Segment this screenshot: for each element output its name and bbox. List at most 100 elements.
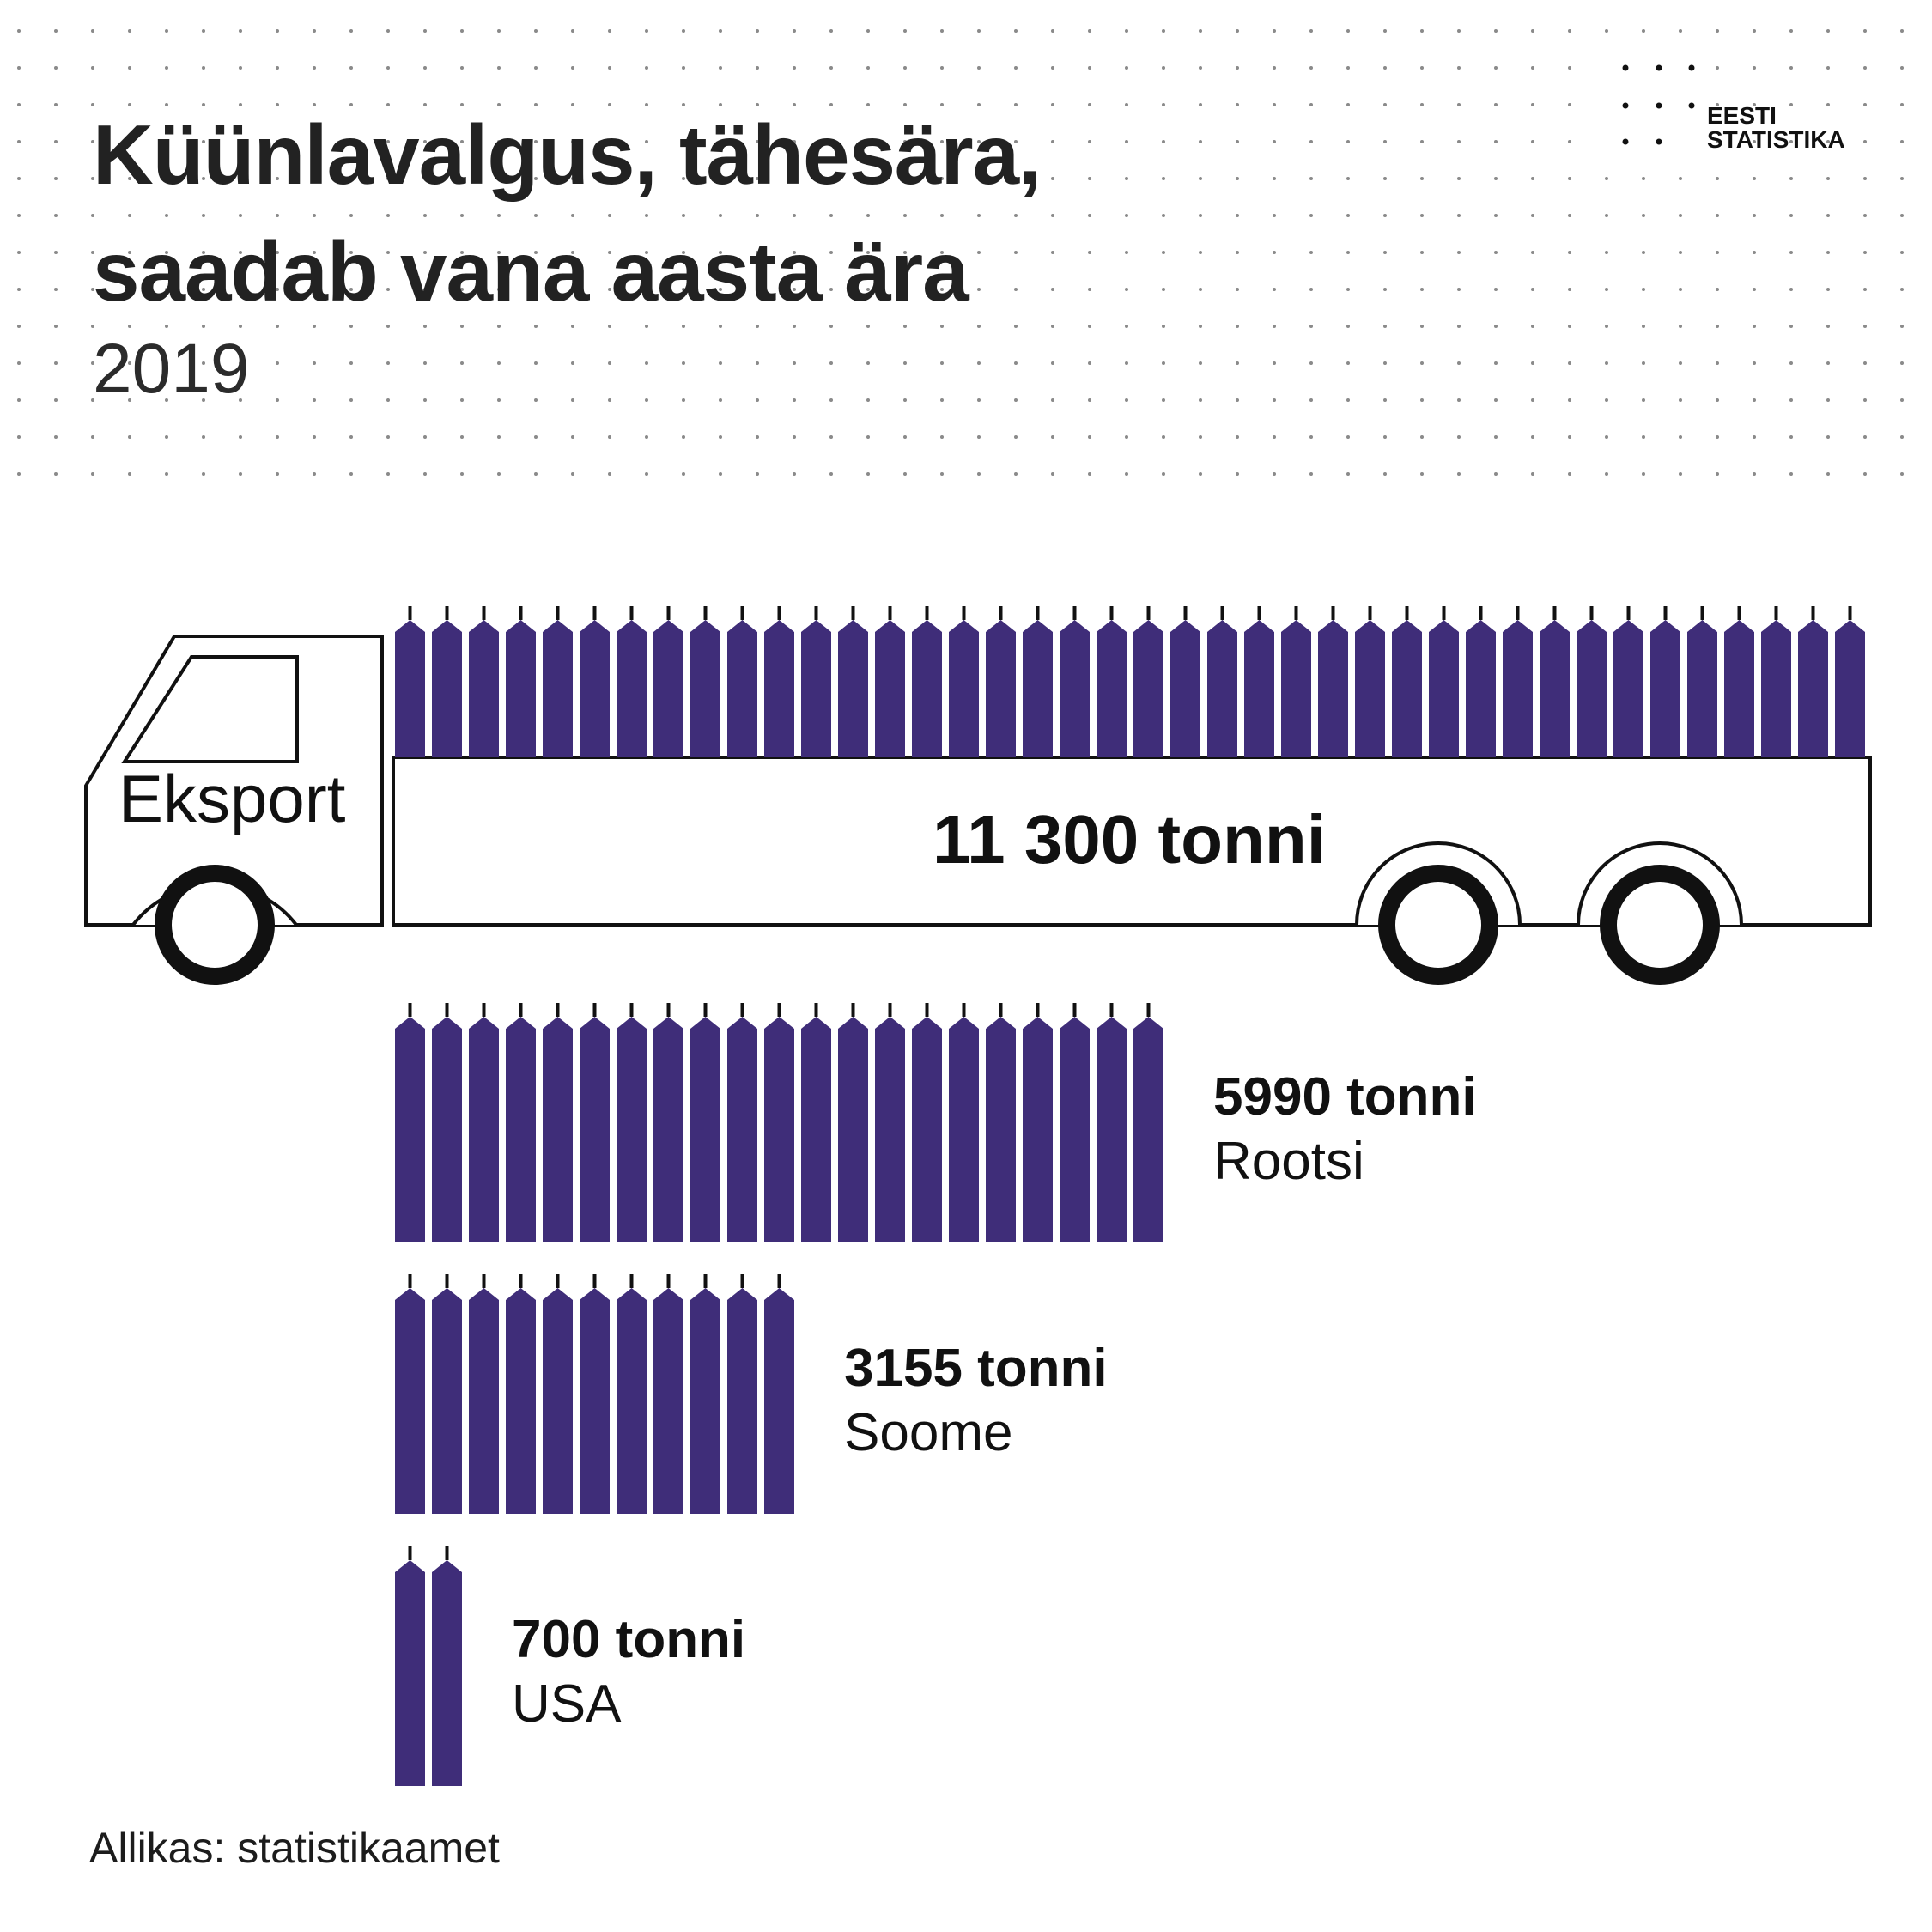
grid-dot	[1162, 29, 1165, 33]
grid-dot	[1457, 29, 1461, 33]
grid-dot	[1531, 29, 1534, 33]
grid-dot	[1568, 435, 1571, 439]
candle	[875, 606, 905, 757]
grid-dot	[1199, 66, 1202, 70]
grid-dot	[497, 103, 501, 106]
grid-dot	[1900, 472, 1904, 476]
grid-dot	[1125, 140, 1128, 143]
grid-dot	[460, 177, 464, 180]
grid-dot	[977, 103, 981, 106]
grid-dot	[423, 361, 427, 365]
grid-dot	[756, 361, 759, 365]
grid-dot	[1531, 66, 1534, 70]
grid-dot	[1088, 435, 1091, 439]
grid-dot	[793, 29, 796, 33]
grid-dot	[829, 29, 833, 33]
grid-dot	[91, 29, 94, 33]
grid-dot	[128, 472, 131, 476]
candle	[543, 1003, 573, 1242]
grid-dot	[1900, 103, 1904, 106]
grid-dot	[460, 435, 464, 439]
grid-dot	[645, 29, 648, 33]
grid-dot	[1753, 177, 1756, 180]
grid-dot	[1236, 177, 1239, 180]
grid-dot	[1789, 325, 1793, 328]
grid-dot	[1420, 251, 1424, 254]
candle	[617, 606, 647, 757]
grid-dot	[645, 398, 648, 402]
grid-dot	[386, 288, 390, 291]
grid-dot	[17, 29, 21, 33]
grid-dot	[1494, 140, 1498, 143]
grid-dot	[1199, 140, 1202, 143]
grid-dot	[534, 251, 538, 254]
grid-dot	[1420, 435, 1424, 439]
grid-dot	[682, 288, 685, 291]
grid-dot	[1346, 29, 1350, 33]
grid-dot	[1346, 177, 1350, 180]
grid-dot	[1014, 472, 1018, 476]
grid-dot	[1826, 361, 1830, 365]
grid-dot	[940, 325, 944, 328]
grid-dot	[1863, 214, 1867, 217]
grid-dot	[866, 29, 870, 33]
grid-dot	[1199, 361, 1202, 365]
grid-dot	[1531, 288, 1534, 291]
grid-dot	[1346, 472, 1350, 476]
grid-dot	[866, 435, 870, 439]
grid-dot	[423, 103, 427, 106]
grid-dot	[645, 472, 648, 476]
grid-dot	[239, 325, 242, 328]
grid-dot	[682, 177, 685, 180]
grid-dot	[1273, 214, 1276, 217]
grid-dot	[1236, 214, 1239, 217]
grid-dot	[202, 398, 205, 402]
grid-dot	[1309, 325, 1313, 328]
grid-dot	[1420, 66, 1424, 70]
grid-dot	[1014, 103, 1018, 106]
grid-dot	[608, 214, 611, 217]
grid-dot	[1679, 325, 1682, 328]
candle	[543, 606, 573, 757]
series-name-label: Soome	[844, 1403, 1012, 1462]
grid-dot	[719, 288, 722, 291]
grid-dot	[903, 29, 907, 33]
grid-dot	[165, 29, 168, 33]
grid-dot	[793, 398, 796, 402]
grid-dot	[866, 472, 870, 476]
grid-dot	[940, 177, 944, 180]
candle	[1687, 606, 1717, 757]
grid-dot	[1863, 325, 1867, 328]
grid-dot	[571, 361, 574, 365]
grid-dot	[977, 140, 981, 143]
grid-dot	[54, 177, 58, 180]
grid-dot	[1199, 251, 1202, 254]
grid-dot	[1162, 472, 1165, 476]
grid-dot	[1051, 103, 1054, 106]
candle	[1613, 606, 1643, 757]
grid-dot	[386, 29, 390, 33]
grid-dot	[1568, 398, 1571, 402]
grid-dot	[1642, 325, 1645, 328]
grid-dot	[17, 361, 21, 365]
grid-dot	[460, 29, 464, 33]
grid-dot	[903, 214, 907, 217]
grid-dot	[423, 29, 427, 33]
grid-dot	[829, 361, 833, 365]
grid-dot	[276, 361, 279, 365]
grid-dot	[202, 288, 205, 291]
grid-dot	[1346, 214, 1350, 217]
grid-dot	[1125, 361, 1128, 365]
grid-dot	[165, 251, 168, 254]
grid-dot	[128, 66, 131, 70]
dot-grid-background	[17, 29, 1904, 476]
grid-dot	[1863, 398, 1867, 402]
grid-dot	[313, 103, 316, 106]
grid-dot	[1605, 361, 1608, 365]
grid-dot	[313, 472, 316, 476]
grid-dot	[903, 361, 907, 365]
grid-dot	[1273, 140, 1276, 143]
grid-dot	[1162, 398, 1165, 402]
grid-dot	[1125, 214, 1128, 217]
grid-dot	[460, 66, 464, 70]
